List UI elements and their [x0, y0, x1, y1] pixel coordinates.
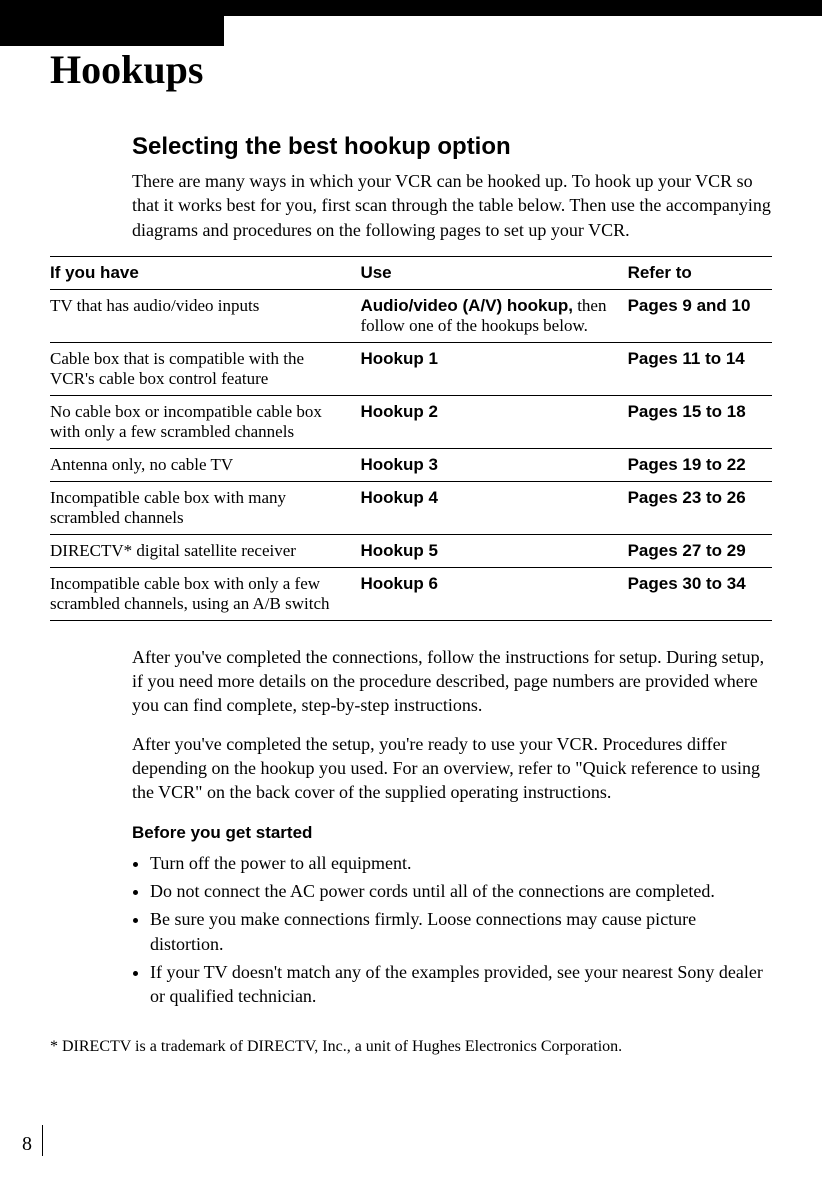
cell-refer-to: Pages 15 to 18	[628, 395, 772, 448]
cell-use: Hookup 4	[360, 481, 627, 534]
page-number: 8	[22, 1125, 43, 1156]
list-item: If your TV doesn't match any of the exam…	[150, 960, 772, 1009]
content: Selecting the best hookup option There a…	[132, 133, 772, 1008]
list-item: Turn off the power to all equipment.	[150, 851, 772, 875]
cell-use: Audio/video (A/V) hookup, then follow on…	[360, 289, 627, 342]
th-if-you-have: If you have	[50, 256, 360, 289]
use-bold: Audio/video (A/V) hookup,	[360, 296, 572, 315]
intro-paragraph: There are many ways in which your VCR ca…	[132, 169, 772, 242]
cell-if-you-have: Incompatible cable box with only a few s…	[50, 567, 360, 620]
cell-use: Hookup 1	[360, 342, 627, 395]
footnote: * DIRECTV is a trademark of DIRECTV, Inc…	[50, 1038, 772, 1056]
cell-if-you-have: TV that has audio/video inputs	[50, 289, 360, 342]
cell-use: Hookup 6	[360, 567, 627, 620]
table-row: Incompatible cable box with only a few s…	[50, 567, 772, 620]
step-label: Step 3	[0, 0, 224, 46]
cell-refer-to: Pages 11 to 14	[628, 342, 772, 395]
use-bold: Hookup 3	[360, 455, 437, 474]
after-table-p2: After you've completed the setup, you're…	[132, 732, 772, 805]
table-row: Cable box that is compatible with the VC…	[50, 342, 772, 395]
step-bar: Step 3	[0, 0, 822, 46]
cell-refer-to: Pages 19 to 22	[628, 448, 772, 481]
cell-refer-to: Pages 30 to 34	[628, 567, 772, 620]
page: Step 3 Hookups Selecting the best hookup…	[0, 0, 822, 1182]
use-bold: Hookup 6	[360, 574, 437, 593]
table-row: DIRECTV* digital satellite receiverHooku…	[50, 534, 772, 567]
before-start-heading: Before you get started	[132, 823, 772, 843]
chapter-title: Hookups	[50, 46, 772, 93]
cell-use: Hookup 3	[360, 448, 627, 481]
list-item: Be sure you make connections firmly. Loo…	[150, 907, 772, 956]
th-use: Use	[360, 256, 627, 289]
after-table-p1: After you've completed the connections, …	[132, 645, 772, 718]
cell-use: Hookup 5	[360, 534, 627, 567]
cell-if-you-have: DIRECTV* digital satellite receiver	[50, 534, 360, 567]
table-row: Incompatible cable box with many scrambl…	[50, 481, 772, 534]
cell-use: Hookup 2	[360, 395, 627, 448]
table-row: TV that has audio/video inputsAudio/vide…	[50, 289, 772, 342]
cell-refer-to: Pages 9 and 10	[628, 289, 772, 342]
cell-if-you-have: No cable box or incompatible cable box w…	[50, 395, 360, 448]
th-refer-to: Refer to	[628, 256, 772, 289]
cell-if-you-have: Cable box that is compatible with the VC…	[50, 342, 360, 395]
cell-if-you-have: Antenna only, no cable TV	[50, 448, 360, 481]
use-bold: Hookup 5	[360, 541, 437, 560]
hookup-table: If you have Use Refer to TV that has aud…	[50, 256, 772, 621]
use-bold: Hookup 2	[360, 402, 437, 421]
use-bold: Hookup 4	[360, 488, 437, 507]
cell-if-you-have: Incompatible cable box with many scrambl…	[50, 481, 360, 534]
step-bar-filler	[224, 0, 822, 16]
cell-refer-to: Pages 23 to 26	[628, 481, 772, 534]
list-item: Do not connect the AC power cords until …	[150, 879, 772, 903]
before-start-list: Turn off the power to all equipment. Do n…	[132, 851, 772, 1009]
section-title: Selecting the best hookup option	[132, 133, 772, 161]
table-row: Antenna only, no cable TVHookup 3 Pages 1…	[50, 448, 772, 481]
use-bold: Hookup 1	[360, 349, 437, 368]
table-row: No cable box or incompatible cable box w…	[50, 395, 772, 448]
cell-refer-to: Pages 27 to 29	[628, 534, 772, 567]
table-header-row: If you have Use Refer to	[50, 256, 772, 289]
